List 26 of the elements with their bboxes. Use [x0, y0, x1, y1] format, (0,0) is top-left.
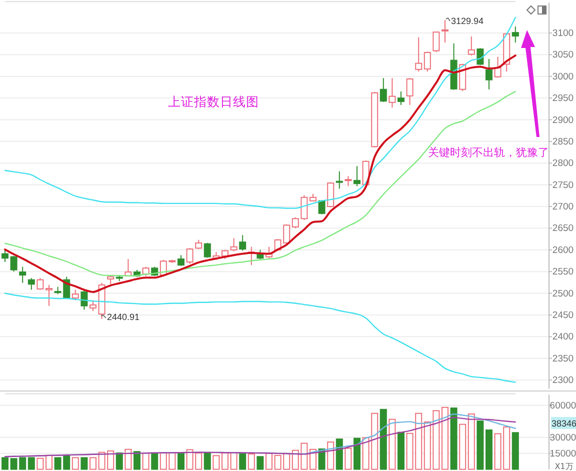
y-tick-label: 2750 — [552, 180, 574, 191]
annotation: 关键时刻不出轨，犹豫了 — [428, 146, 549, 159]
y-tick-label: 2650 — [552, 223, 574, 234]
y-tick-label: 2300 — [552, 375, 574, 386]
y-tick-label: 2950 — [552, 93, 574, 104]
y-tick-label: 2500 — [552, 288, 574, 300]
y-tick-label: 3100 — [552, 28, 574, 40]
y-tick-label: 30000 — [550, 432, 576, 444]
y-tick-label: 2600 — [552, 244, 574, 256]
text: X1万 — [554, 462, 574, 471]
text: 38346 — [551, 418, 576, 428]
annotation: 3129.94 — [451, 16, 484, 26]
y-tick-label: 2450 — [552, 310, 574, 321]
y-tick-label: 60000 — [550, 400, 576, 412]
y-tick-label: 2400 — [552, 332, 574, 343]
y-tick-label: 2850 — [552, 136, 574, 148]
y-tick-label: 2900 — [552, 114, 574, 126]
y-tick-label: 2550 — [552, 266, 574, 278]
y-tick-label: 2700 — [552, 202, 574, 213]
annotation: 2440.91 — [107, 312, 140, 322]
y-tick-label: 2350 — [552, 353, 574, 364]
y-tick-label: 15000 — [550, 448, 576, 460]
y-tick-label: 2800 — [552, 158, 574, 170]
y-tick-label: 3050 — [552, 50, 574, 61]
y-tick-label: 3000 — [552, 71, 574, 82]
text: 上证指数日线图 — [168, 94, 259, 109]
